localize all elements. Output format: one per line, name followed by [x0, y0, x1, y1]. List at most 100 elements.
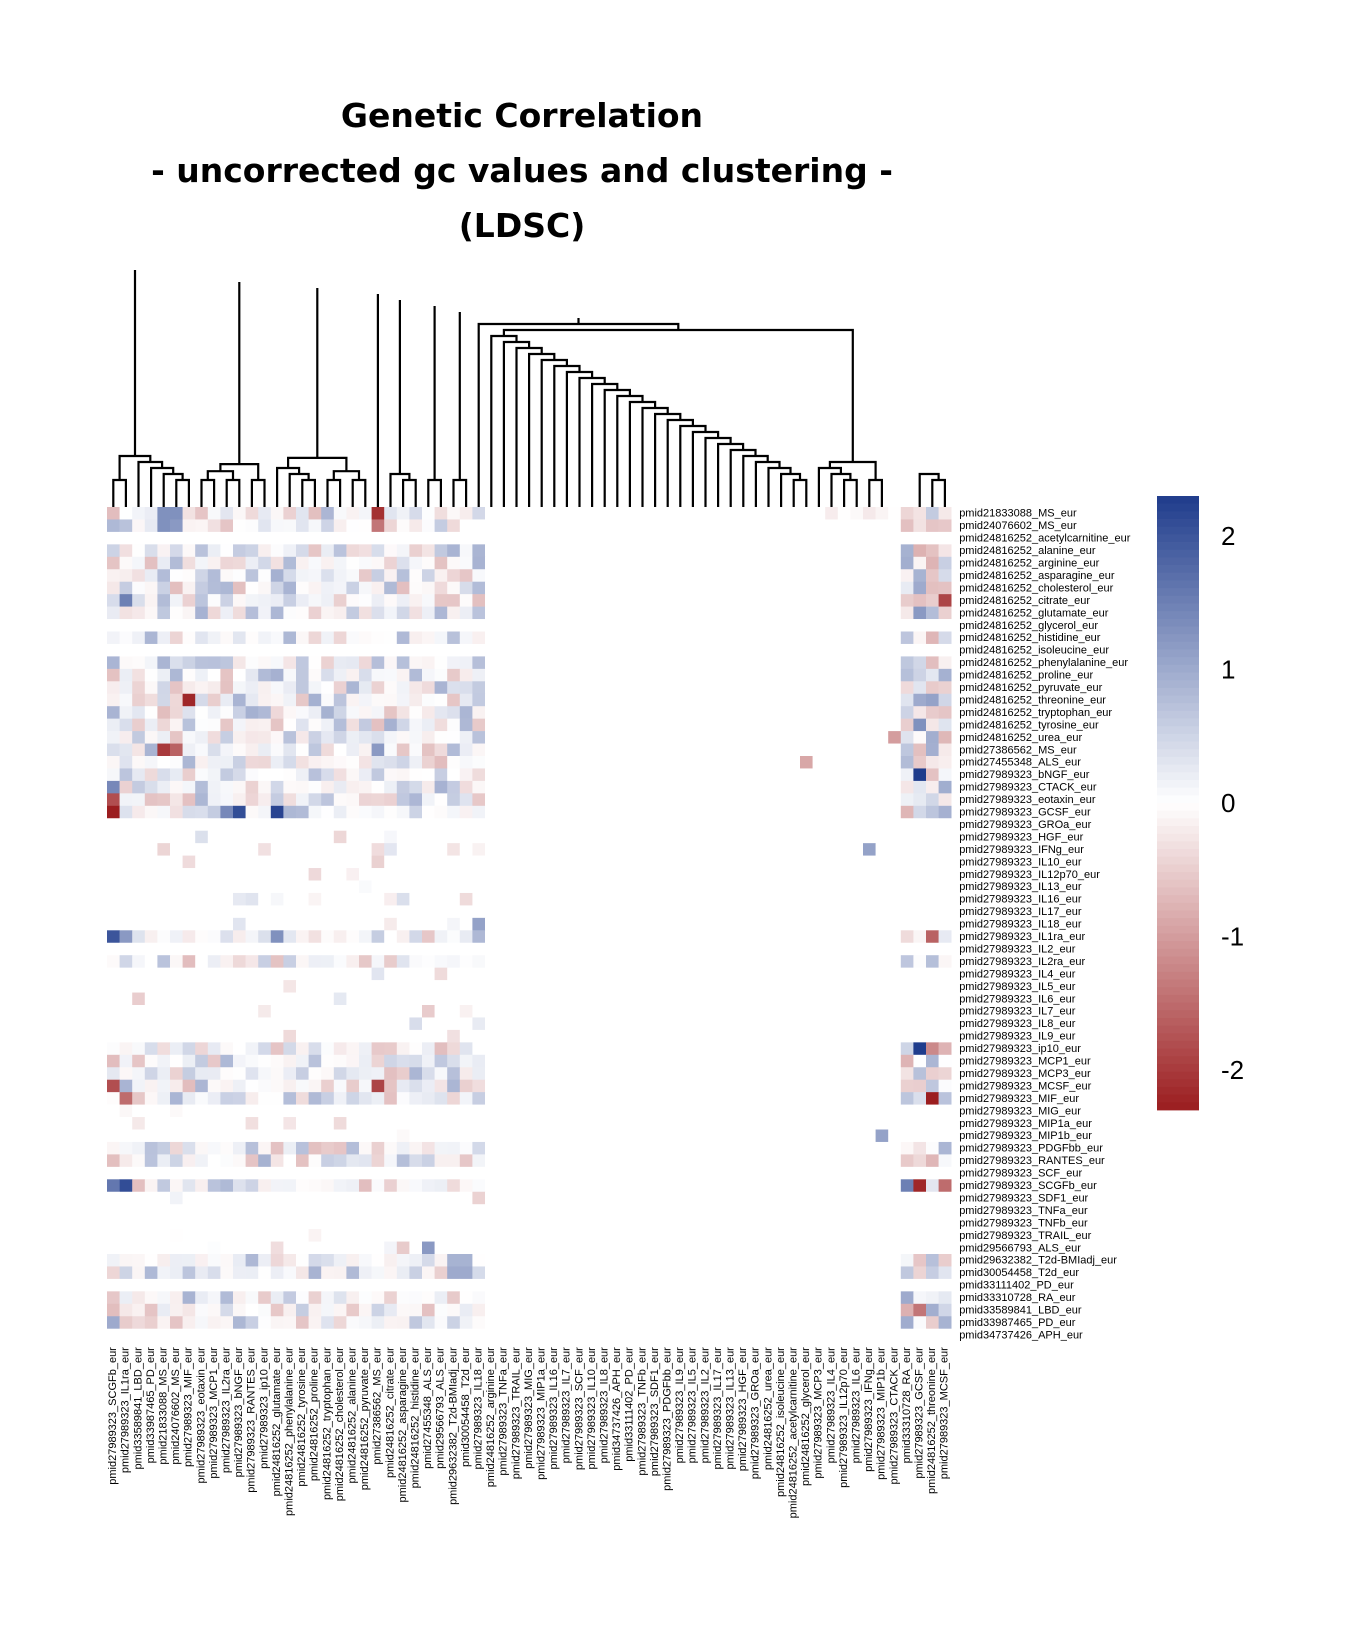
heatmap-cell — [459, 1166, 473, 1180]
heatmap-cell — [346, 1067, 360, 1080]
heatmap-cell — [170, 892, 183, 906]
heatmap-cell — [812, 793, 826, 807]
heatmap-cell — [233, 1017, 246, 1031]
heatmap-cell — [409, 619, 423, 632]
heatmap-cell — [245, 855, 259, 869]
heatmap-cell — [472, 1216, 486, 1230]
heatmap-cell — [497, 731, 511, 744]
heatmap-cell — [157, 1229, 171, 1242]
heatmap-cell — [510, 756, 524, 769]
heatmap-cell — [371, 1229, 385, 1242]
column-label: pmid27989323_MIP1a_eur — [535, 1347, 547, 1480]
heatmap-cell — [170, 992, 183, 1006]
heatmap-cell — [812, 942, 826, 956]
heatmap-cell — [510, 1067, 524, 1080]
heatmap-cell — [585, 1117, 599, 1130]
heatmap-cell — [598, 706, 612, 719]
heatmap-cell — [674, 1005, 687, 1018]
heatmap-cell — [233, 1129, 246, 1143]
heatmap-cell — [371, 1254, 385, 1267]
heatmap-cell — [270, 1017, 284, 1031]
heatmap-cell — [384, 706, 398, 719]
heatmap-cell — [182, 768, 196, 782]
heatmap-cell — [585, 606, 599, 620]
heatmap-cell — [800, 1316, 813, 1329]
heatmap-cell — [296, 1328, 309, 1342]
heatmap-cell — [459, 1254, 473, 1267]
heatmap-cell — [623, 706, 637, 719]
heatmap-cell — [497, 693, 511, 707]
heatmap-cell — [585, 569, 599, 582]
heatmap-cell — [850, 1141, 864, 1155]
heatmap-cell — [333, 1166, 347, 1180]
heatmap-cell — [749, 1092, 763, 1105]
heatmap-cell — [825, 955, 839, 968]
heatmap-cell — [522, 531, 536, 545]
heatmap-cell — [371, 1191, 385, 1205]
heatmap-cell — [623, 942, 637, 956]
heatmap-cell — [825, 992, 839, 1006]
heatmap-cell — [497, 1254, 511, 1267]
heatmap-cell — [573, 892, 587, 906]
heatmap-cell — [724, 718, 738, 732]
heatmap-cell — [459, 880, 473, 894]
heatmap-cell — [359, 731, 372, 744]
heatmap-cell — [787, 892, 801, 906]
heatmap-cell — [825, 805, 839, 819]
heatmap-cell — [119, 1204, 133, 1217]
heatmap-cell — [825, 643, 839, 657]
heatmap-cell — [724, 855, 738, 869]
heatmap-cell — [535, 868, 549, 881]
heatmap-cell — [837, 780, 851, 794]
heatmap-cell — [409, 507, 423, 520]
heatmap-cell — [926, 1254, 939, 1267]
heatmap-cell — [800, 955, 813, 968]
heatmap-cell — [686, 756, 700, 769]
heatmap-cell — [611, 1166, 624, 1180]
heatmap-cell — [283, 1029, 297, 1043]
heatmap-cell — [371, 930, 385, 944]
heatmap-cell — [674, 868, 687, 881]
heatmap-cell — [409, 1278, 423, 1292]
heatmap-cell — [913, 780, 927, 794]
heatmap-cell — [472, 1179, 486, 1193]
heatmap-cell — [396, 855, 410, 869]
heatmap-cell — [560, 868, 574, 881]
heatmap-cell — [674, 544, 687, 558]
column-label: pmid27989323_TNFb_eur — [636, 1347, 648, 1476]
heatmap-cell — [774, 855, 788, 869]
heatmap-cell — [888, 606, 902, 620]
heatmap-cell — [485, 917, 498, 931]
heatmap-cell — [573, 606, 587, 620]
heatmap-cell — [926, 1204, 939, 1217]
heatmap-cell — [875, 1204, 889, 1217]
heatmap-cell — [737, 930, 750, 944]
heatmap-cell — [346, 1092, 360, 1105]
legend-color-step — [1157, 1071, 1199, 1080]
heatmap-cell — [787, 743, 801, 757]
row-label: pmid27989323_CTACK_eur — [959, 782, 1097, 794]
heatmap-cell — [648, 868, 662, 881]
heatmap-cell — [875, 756, 889, 769]
heatmap-cell — [434, 631, 448, 645]
heatmap-cell — [774, 892, 788, 906]
heatmap-cell — [825, 1079, 839, 1093]
heatmap-cell — [422, 531, 435, 545]
heatmap-cell — [737, 756, 750, 769]
heatmap-cell — [182, 619, 196, 632]
heatmap-cell — [888, 1328, 902, 1342]
heatmap-cell — [800, 1042, 813, 1056]
heatmap-cell — [207, 1191, 221, 1205]
heatmap-cell — [636, 656, 650, 670]
heatmap-cell — [472, 880, 486, 894]
heatmap-cell — [837, 1166, 851, 1180]
heatmap-cell — [497, 768, 511, 782]
heatmap-cell — [170, 1079, 183, 1093]
heatmap-cell — [724, 1029, 738, 1043]
heatmap-cell — [636, 569, 650, 582]
heatmap-cell — [724, 544, 738, 558]
heatmap-cell — [888, 1042, 902, 1056]
heatmap-cell — [661, 930, 675, 944]
heatmap-cell — [812, 681, 826, 695]
heatmap-cell — [195, 1067, 209, 1080]
